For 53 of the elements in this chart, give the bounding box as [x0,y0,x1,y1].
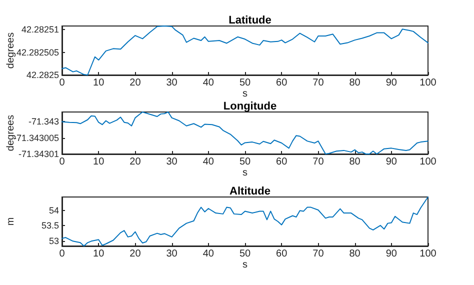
x-tick-label: 20 [130,156,142,168]
x-tick-label: 10 [93,78,105,88]
line-series [62,26,428,76]
x-tick-label: 60 [276,156,288,168]
x-tick-label: 30 [166,156,178,168]
chart-title: Longitude [223,100,277,112]
chart-title: Altitude [230,186,270,198]
x-tick-label: 70 [312,248,324,260]
x-tick-label: 40 [202,248,214,260]
x-tick-label: 0 [59,156,66,168]
y-tick-label: 42.2825 [26,70,59,80]
x-axis-title: s [242,167,248,178]
x-tick-label: 30 [166,248,178,260]
y-tick-label: -71.343005 [13,132,59,143]
x-tick-label: 10 [93,156,105,168]
chart-title: Latitude [228,14,272,26]
x-tick-label: 20 [130,248,142,260]
x-tick-label: 50 [239,78,251,88]
x-tick-label: 30 [166,78,178,88]
x-tick-label: 50 [239,156,251,168]
y-tick-label: -71.34301 [18,149,59,159]
x-tick-label: 90 [386,156,398,168]
x-axis-title: s [242,259,248,270]
y-tick-label: 54 [48,206,59,216]
line-series [62,112,428,154]
x-tick-label: 0 [59,78,66,88]
y-tick-label: -71.343 [28,116,59,127]
line-series [62,196,428,246]
y-tick-label: 53.5 [41,220,59,231]
y-tick-label: 53 [48,236,59,246]
x-tick-label: 20 [130,78,142,88]
x-tick-label: 60 [276,78,288,88]
x-tick-label: 70 [312,78,324,88]
x-tick-label: 90 [386,78,398,88]
x-tick-label: 50 [239,248,251,260]
y-tick-label: 42.28251 [21,24,59,35]
x-tick-label: 80 [349,248,361,260]
x-tick-label: 0 [59,248,66,260]
x-tick-label: 80 [349,78,361,88]
x-tick-label: 70 [312,156,324,168]
x-tick-label: 100 [420,78,437,88]
x-tick-label: 100 [420,248,437,260]
x-tick-label: 90 [386,248,398,260]
x-tick-label: 40 [202,156,214,168]
x-tick-label: 40 [202,78,214,88]
x-tick-label: 10 [93,248,105,260]
y-axis-title: degrees [6,32,16,69]
y-tick-label: 42.282505 [16,47,59,58]
x-axis-title: s [242,88,248,100]
x-tick-label: 80 [349,156,361,168]
x-tick-label: 60 [276,248,288,260]
x-tick-label: 100 [420,156,437,168]
y-axis-title: m [6,217,16,226]
